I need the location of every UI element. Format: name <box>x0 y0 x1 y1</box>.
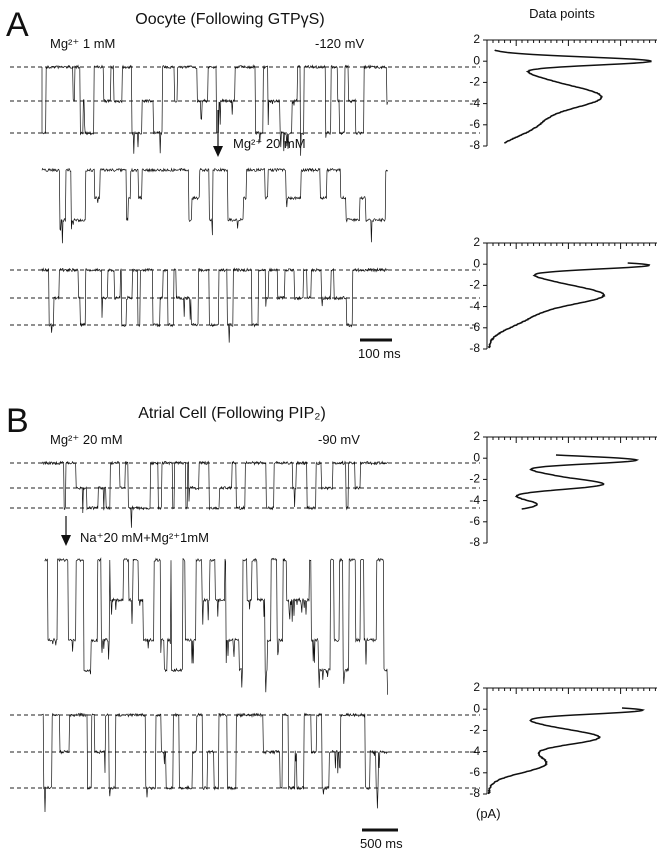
y-tick-label: 2 <box>473 429 480 443</box>
y-tick-label: -6 <box>469 514 480 528</box>
y-tick-label: 2 <box>473 235 480 249</box>
y-tick-label: -4 <box>469 96 480 110</box>
histogram-curve <box>487 707 645 795</box>
treatment-label: Na⁺20 mM+Mg²⁺1mM <box>80 530 209 545</box>
scale-bar-label: 500 ms <box>360 836 403 851</box>
y-tick-label: -8 <box>469 138 480 152</box>
arrow-head <box>213 146 223 157</box>
y-tick-label: 0 <box>473 701 480 715</box>
arrow-head <box>61 535 71 546</box>
current-trace <box>41 267 388 343</box>
y-tick-label: -6 <box>469 765 480 779</box>
y-tick-label: -2 <box>469 278 480 292</box>
panel-letter: B <box>6 402 29 440</box>
y-tick-label: -2 <box>469 75 480 89</box>
y-tick-label: 0 <box>473 256 480 270</box>
histogram-curve <box>514 454 640 510</box>
y-tick-label: -8 <box>469 786 480 800</box>
voltage-label: -120 mV <box>315 36 364 51</box>
histogram-curve <box>487 262 651 349</box>
y-tick-label: -4 <box>469 493 480 507</box>
y-tick-label: 0 <box>473 450 480 464</box>
panel-title: Oocyte (Following GTPγS) <box>135 11 324 28</box>
y-tick-label: -4 <box>469 299 480 313</box>
histogram-title: Data points <box>529 6 595 21</box>
y-tick-label: -2 <box>469 723 480 737</box>
y-tick-label: 2 <box>473 680 480 694</box>
histogram-curve <box>494 49 652 144</box>
y-tick-label: -8 <box>469 535 480 549</box>
y-tick-label: -6 <box>469 320 480 334</box>
current-trace <box>41 167 388 244</box>
current-trace <box>41 712 388 813</box>
y-tick-label: 0 <box>473 53 480 67</box>
condition-label: Mg²⁺ 20 mM <box>50 432 123 447</box>
y-tick-label: 2 <box>473 32 480 46</box>
y-tick-label: -4 <box>469 744 480 758</box>
y-tick-label: -8 <box>469 341 480 355</box>
y-tick-label: -2 <box>469 472 480 486</box>
unit-label: (pA) <box>476 806 501 821</box>
voltage-label: -90 mV <box>318 432 360 447</box>
current-trace <box>41 460 388 528</box>
current-trace <box>41 64 388 156</box>
treatment-label: Mg²⁺ 20 mM <box>233 136 306 151</box>
condition-label: Mg²⁺ 1 mM <box>50 36 115 51</box>
panel-letter: A <box>6 6 29 44</box>
panel-title: Atrial Cell (Following PIP₂) <box>138 405 326 422</box>
scale-bar-label: 100 ms <box>358 346 401 361</box>
y-tick-label: -6 <box>469 117 480 131</box>
current-trace <box>44 557 388 695</box>
